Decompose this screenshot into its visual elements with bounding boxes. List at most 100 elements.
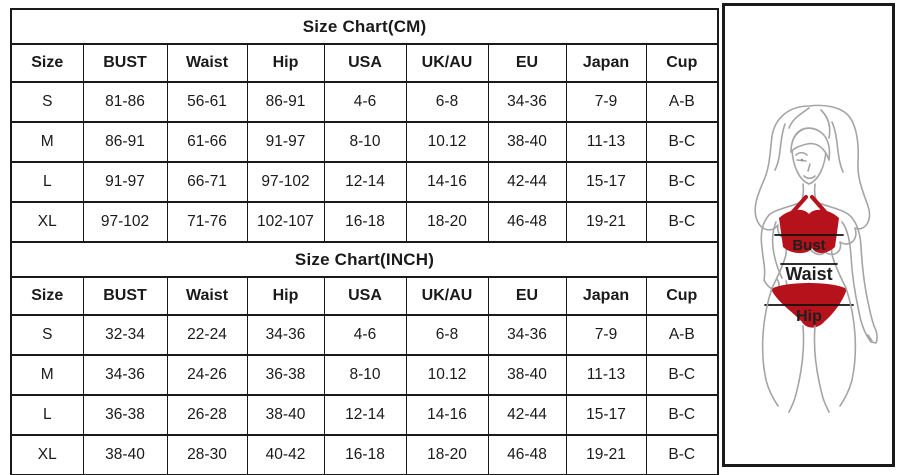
column-header: UK/AU xyxy=(405,276,489,316)
column-header: Size xyxy=(10,276,84,316)
table-title: Size Chart(INCH) xyxy=(10,241,719,278)
measurement-cell: 24-26 xyxy=(166,354,248,396)
woman-figure: Bust Waist Hip xyxy=(754,104,878,413)
measurement-cell: 26-28 xyxy=(166,394,248,436)
eye-pupil xyxy=(800,158,804,162)
measurement-cell: 97-102 xyxy=(82,201,168,243)
table-row: L 91-97 66-71 97-102 12-14 14-16 42-44 15-17 B-C xyxy=(10,161,719,203)
measurement-cell: 38-40 xyxy=(487,121,567,163)
measurement-cell: B-C xyxy=(645,161,719,203)
measurement-cell: 42-44 xyxy=(487,394,567,436)
column-header: Japan xyxy=(565,276,647,316)
measurement-cell: 18-20 xyxy=(405,201,489,243)
bikini-top xyxy=(779,209,839,254)
measurement-cell: 19-21 xyxy=(565,201,647,243)
measurement-cell: 91-97 xyxy=(246,121,325,163)
measurement-cell: 14-16 xyxy=(405,161,489,203)
measurement-cell: 97-102 xyxy=(246,161,325,203)
size-label-cell: L xyxy=(10,394,84,436)
measurement-cell: 36-38 xyxy=(246,354,325,396)
measurement-cell: 6-8 xyxy=(405,81,489,123)
measurement-cell: 34-36 xyxy=(82,354,168,396)
column-header: BUST xyxy=(82,43,168,83)
measurement-cell: 36-38 xyxy=(82,394,168,436)
table-row: M 34-36 24-26 36-38 8-10 10.12 38-40 11-13 B-C xyxy=(10,354,719,396)
measurement-cell: 71-76 xyxy=(166,201,248,243)
measurement-cell: 56-61 xyxy=(166,81,248,123)
size-label-cell: L xyxy=(10,161,84,203)
measurement-cell: 19-21 xyxy=(565,434,647,475)
measurement-cell: 38-40 xyxy=(246,394,325,436)
size-label-cell: XL xyxy=(10,434,84,475)
size-chart-inch-table: Size Chart(INCH) Size BUST Waist Hip USA UK/AU… xyxy=(10,241,720,475)
measurement-cell: B-C xyxy=(645,354,719,396)
table-title: Size Chart(CM) xyxy=(10,8,719,45)
measurement-cell: 86-91 xyxy=(82,121,168,163)
measurement-figure-illustration: Bust Waist Hip xyxy=(754,104,878,413)
hair-bang xyxy=(790,127,831,161)
column-header: BUST xyxy=(82,276,168,316)
measurement-cell: 46-48 xyxy=(487,201,567,243)
column-header: Japan xyxy=(565,43,647,83)
measurement-cell: 10.12 xyxy=(405,354,489,396)
column-header: Waist xyxy=(166,43,248,83)
measurement-cell: 81-86 xyxy=(82,81,168,123)
waist-label: Waist xyxy=(785,264,832,284)
measurement-cell: B-C xyxy=(645,121,719,163)
measurement-figure-panel: Bust Waist Hip xyxy=(722,3,895,467)
column-header: USA xyxy=(323,276,407,316)
column-header: UK/AU xyxy=(405,43,489,83)
measurement-cell: 42-44 xyxy=(487,161,567,203)
measurement-cell: 4-6 xyxy=(323,314,407,356)
measurement-cell: 8-10 xyxy=(323,121,407,163)
table-row: XL 38-40 28-30 40-42 16-18 18-20 46-48 19-21 B-C xyxy=(10,434,719,475)
measurement-cell: 28-30 xyxy=(166,434,248,475)
measurement-cell: 102-107 xyxy=(246,201,325,243)
column-header: Hip xyxy=(246,43,325,83)
measurement-cell: 6-8 xyxy=(405,314,489,356)
measurement-cell: A-B xyxy=(645,81,719,123)
measurement-cell: 14-16 xyxy=(405,394,489,436)
table-row: S 32-34 22-24 34-36 4-6 6-8 34-36 7-9 A-B xyxy=(10,314,719,356)
measurement-cell: 34-36 xyxy=(246,314,325,356)
table-header-row: Size BUST Waist Hip USA UK/AU EU Japan Cup xyxy=(10,276,719,316)
column-header: Waist xyxy=(166,276,248,316)
measurement-cell: 12-14 xyxy=(323,161,407,203)
measurement-cell: 38-40 xyxy=(82,434,168,475)
left-hand xyxy=(862,325,878,344)
bikini-straps xyxy=(789,195,829,216)
size-label-cell: S xyxy=(10,81,84,123)
column-header: USA xyxy=(323,43,407,83)
measurement-cell: 15-17 xyxy=(565,394,647,436)
left-arm xyxy=(841,213,875,328)
column-header: Cup xyxy=(645,43,719,83)
table-row: S 81-86 56-61 86-91 4-6 6-8 34-36 7-9 A-B xyxy=(10,81,719,123)
size-label-cell: M xyxy=(10,121,84,163)
neck-shoulders xyxy=(769,183,849,215)
size-chart-tables: Size Chart(CM) Size BUST Waist Hip USA UK/AU EU… xyxy=(10,8,720,475)
measurement-cell: 40-42 xyxy=(246,434,325,475)
measurement-cell: 46-48 xyxy=(487,434,567,475)
column-header: Size xyxy=(10,43,84,83)
size-chart-cm-table: Size Chart(CM) Size BUST Waist Hip USA UK/AU EU… xyxy=(10,8,720,243)
measurement-cell: 8-10 xyxy=(323,354,407,396)
size-label-cell: S xyxy=(10,314,84,356)
measurement-cell: 34-36 xyxy=(487,314,567,356)
size-label-cell: M xyxy=(10,354,84,396)
measurement-cell: 15-17 xyxy=(565,161,647,203)
measurement-cell: 22-24 xyxy=(166,314,248,356)
measurement-cell: 16-18 xyxy=(323,201,407,243)
table-row: L 36-38 26-28 38-40 12-14 14-16 42-44 15-17 B-C xyxy=(10,394,719,436)
column-header: Hip xyxy=(246,276,325,316)
measurement-cell: 61-66 xyxy=(166,121,248,163)
legs xyxy=(761,287,857,413)
size-label-cell: XL xyxy=(10,201,84,243)
column-header: EU xyxy=(487,43,567,83)
measurement-cell: 34-36 xyxy=(487,81,567,123)
measurement-cell: 38-40 xyxy=(487,354,567,396)
measurement-cell: 91-97 xyxy=(82,161,168,203)
measurement-cell: 4-6 xyxy=(323,81,407,123)
column-header: EU xyxy=(487,276,567,316)
table-header-row: Size BUST Waist Hip USA UK/AU EU Japan Cup xyxy=(10,43,719,83)
